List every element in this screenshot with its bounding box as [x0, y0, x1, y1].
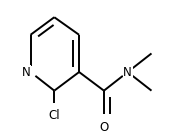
Text: N: N — [22, 66, 31, 79]
Text: Cl: Cl — [48, 109, 60, 122]
Text: N: N — [123, 66, 132, 79]
Text: O: O — [99, 121, 108, 134]
